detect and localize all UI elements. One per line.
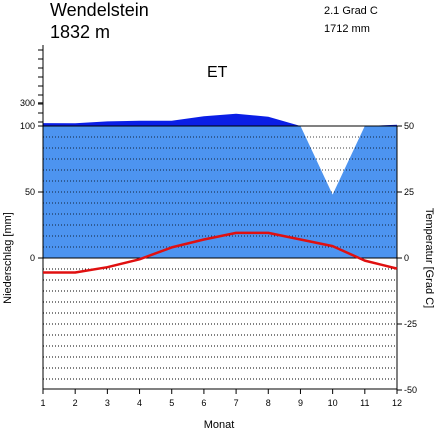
precip-tick-label: 300 — [20, 98, 35, 108]
temp-tick-label: 0 — [404, 253, 409, 263]
temp-tick-label: -25 — [404, 319, 417, 329]
climate-class: ET — [207, 64, 228, 81]
annual-precipitation: 1712 mm — [324, 23, 370, 35]
month-tick-label: 9 — [298, 398, 303, 408]
month-tick-label: 7 — [234, 398, 239, 408]
month-tick-label: 2 — [73, 398, 78, 408]
temp-tick-label: 50 — [404, 121, 414, 131]
precipitation-high-area — [43, 113, 397, 126]
month-tick-label: 1 — [40, 398, 45, 408]
month-tick-label: 6 — [201, 398, 206, 408]
x-axis-label: Monat — [204, 419, 235, 430]
precip-tick-label: 0 — [30, 253, 35, 263]
mean-temperature: 2.1 Grad C — [324, 5, 378, 17]
precip-tick-label: 50 — [25, 187, 35, 197]
month-tick-label: 4 — [137, 398, 142, 408]
right-axis-label: Temperatur [Grad C] — [423, 208, 435, 308]
month-tick-label: 12 — [392, 398, 402, 408]
station-elevation: 1832 m — [50, 22, 110, 42]
month-tick-label: 3 — [105, 398, 110, 408]
temperature-line — [43, 231, 398, 274]
month-tick-label: 5 — [169, 398, 174, 408]
precip-tick-label: 100 — [20, 121, 35, 131]
month-tick-label: 8 — [266, 398, 271, 408]
temp-tick-label: -50 — [404, 385, 417, 395]
temp-tick-label: 25 — [404, 187, 414, 197]
month-tick-label: 10 — [328, 398, 338, 408]
station-name: Wendelstein — [50, 0, 149, 20]
left-axis-label: Niederschlag [mm] — [2, 212, 14, 304]
month-tick-label: 11 — [360, 398, 369, 408]
